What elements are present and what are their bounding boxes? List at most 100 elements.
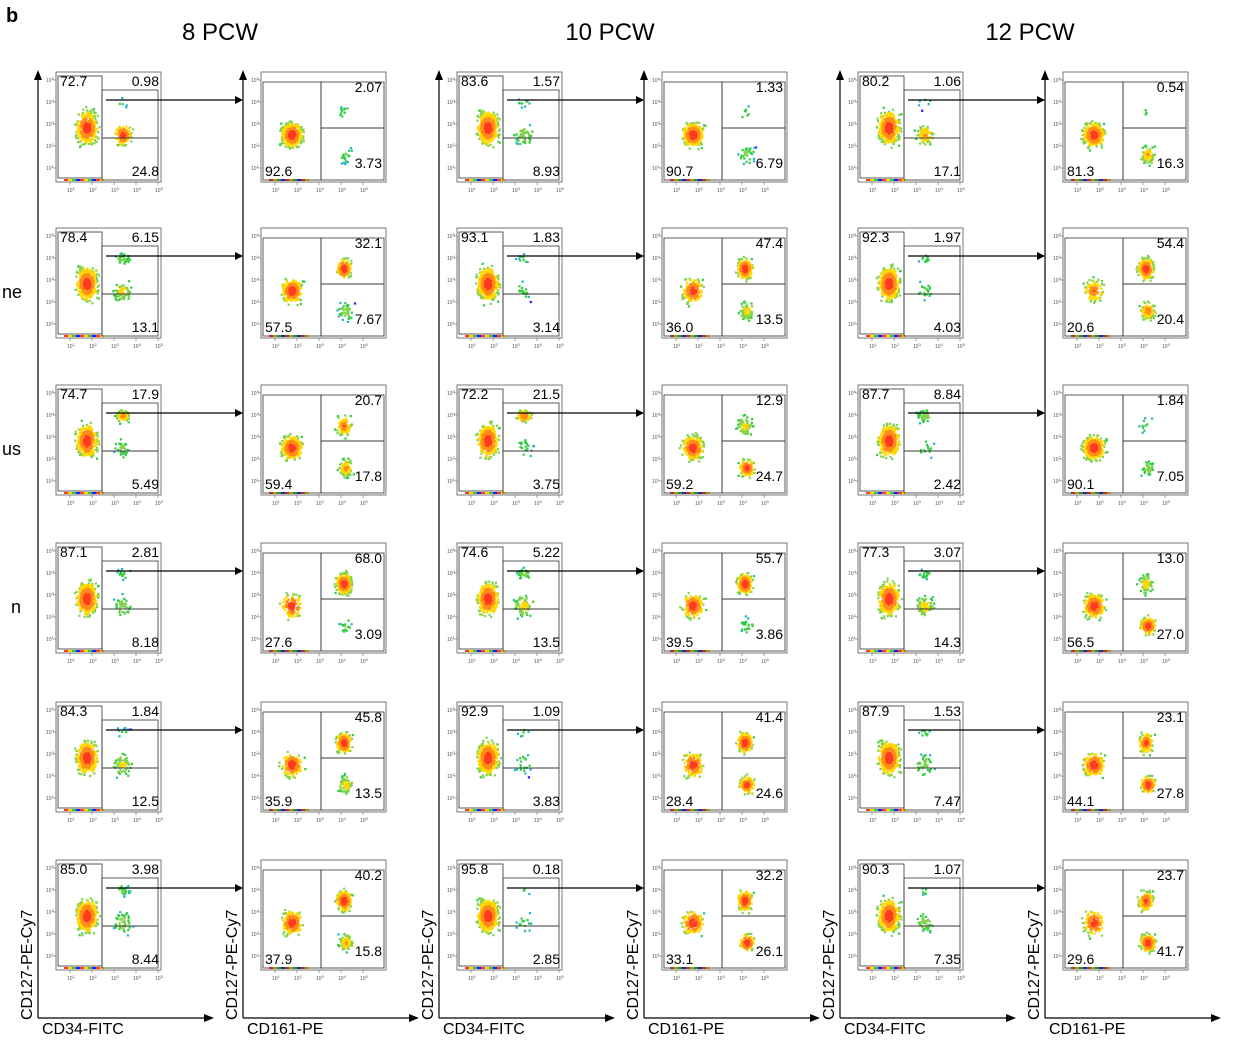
data-point bbox=[348, 426, 351, 429]
data-point bbox=[85, 268, 88, 271]
data-point bbox=[287, 443, 290, 446]
data-point bbox=[98, 443, 101, 446]
data-point bbox=[120, 129, 123, 132]
data-point bbox=[289, 126, 292, 129]
data-point bbox=[344, 414, 347, 417]
y-tick-label: 103 bbox=[46, 120, 55, 128]
data-point bbox=[123, 447, 127, 450]
data-point bbox=[126, 288, 129, 291]
data-point bbox=[130, 132, 133, 135]
data-point bbox=[75, 282, 79, 285]
y-tick-label: 103 bbox=[251, 120, 260, 128]
data-point bbox=[299, 287, 302, 290]
data-point bbox=[88, 453, 92, 457]
data-point bbox=[336, 582, 339, 585]
data-point bbox=[84, 449, 87, 453]
data-point bbox=[80, 449, 83, 452]
data-point bbox=[297, 134, 301, 137]
data-point bbox=[297, 452, 300, 455]
axis-pileup bbox=[80, 650, 84, 652]
x-tick-label: 104 bbox=[133, 342, 142, 350]
data-point bbox=[125, 451, 128, 454]
data-point bbox=[294, 295, 297, 298]
data-point bbox=[95, 603, 99, 606]
data-point bbox=[298, 127, 301, 130]
axis-pileup bbox=[76, 179, 80, 181]
y-tick-label: 104 bbox=[251, 569, 260, 577]
data-point bbox=[117, 294, 121, 297]
data-point bbox=[94, 582, 97, 585]
axis-pileup bbox=[68, 492, 72, 494]
data-point bbox=[115, 299, 118, 302]
data-point bbox=[117, 448, 120, 452]
data-point bbox=[280, 455, 283, 458]
gate-value-ur: 17.9 bbox=[132, 386, 159, 402]
data-point bbox=[345, 257, 348, 260]
data-point bbox=[92, 135, 96, 138]
y-tick-label: 105 bbox=[251, 547, 260, 555]
data-point bbox=[293, 140, 297, 143]
data-point bbox=[97, 585, 100, 588]
gate-value-lr: 24.8 bbox=[132, 163, 159, 179]
data-point bbox=[336, 469, 339, 472]
data-point bbox=[293, 458, 296, 461]
data-point bbox=[120, 289, 123, 292]
data-point bbox=[349, 272, 352, 275]
data-point bbox=[94, 122, 97, 125]
data-point bbox=[346, 571, 349, 574]
data-point bbox=[119, 453, 122, 456]
data-point bbox=[288, 144, 291, 147]
data-point bbox=[284, 277, 287, 280]
axis-pileup bbox=[76, 335, 80, 337]
data-point bbox=[78, 614, 81, 617]
data-point bbox=[127, 770, 130, 773]
data-point bbox=[93, 273, 96, 277]
data-point bbox=[122, 444, 125, 447]
data-point bbox=[337, 315, 340, 318]
data-point bbox=[347, 476, 350, 479]
data-point bbox=[80, 432, 83, 435]
x-tick-label: 101 bbox=[67, 186, 76, 194]
data-point bbox=[96, 136, 99, 139]
data-point bbox=[86, 111, 89, 114]
data-point bbox=[282, 141, 285, 144]
data-point bbox=[89, 591, 92, 594]
data-point bbox=[86, 282, 90, 285]
data-point bbox=[341, 318, 344, 321]
data-point bbox=[343, 156, 346, 159]
data-point bbox=[90, 287, 93, 290]
data-point bbox=[86, 609, 89, 613]
data-point bbox=[82, 427, 85, 431]
data-point bbox=[94, 129, 97, 132]
data-point bbox=[121, 765, 124, 768]
data-point bbox=[80, 268, 83, 271]
data-point bbox=[78, 146, 82, 149]
data-point bbox=[119, 449, 122, 452]
data-point bbox=[86, 607, 89, 610]
data-point bbox=[346, 311, 349, 314]
data-point bbox=[279, 129, 282, 132]
data-point bbox=[300, 435, 304, 438]
data-point bbox=[74, 747, 77, 750]
data-point bbox=[295, 140, 298, 143]
data-point bbox=[294, 135, 297, 138]
data-point bbox=[113, 293, 116, 297]
data-point bbox=[342, 629, 345, 632]
data-point bbox=[91, 271, 94, 274]
data-point bbox=[93, 772, 96, 775]
y-tick-label: 102 bbox=[46, 613, 55, 621]
data-point bbox=[286, 284, 289, 287]
y-tick-label: 105 bbox=[251, 76, 260, 84]
data-point bbox=[343, 573, 347, 576]
data-point bbox=[90, 584, 93, 587]
data-point bbox=[297, 614, 300, 617]
data-point bbox=[348, 626, 351, 629]
data-point bbox=[285, 450, 288, 453]
data-point bbox=[292, 456, 295, 459]
data-point bbox=[124, 287, 127, 290]
x-tick-label: 101 bbox=[67, 342, 76, 350]
